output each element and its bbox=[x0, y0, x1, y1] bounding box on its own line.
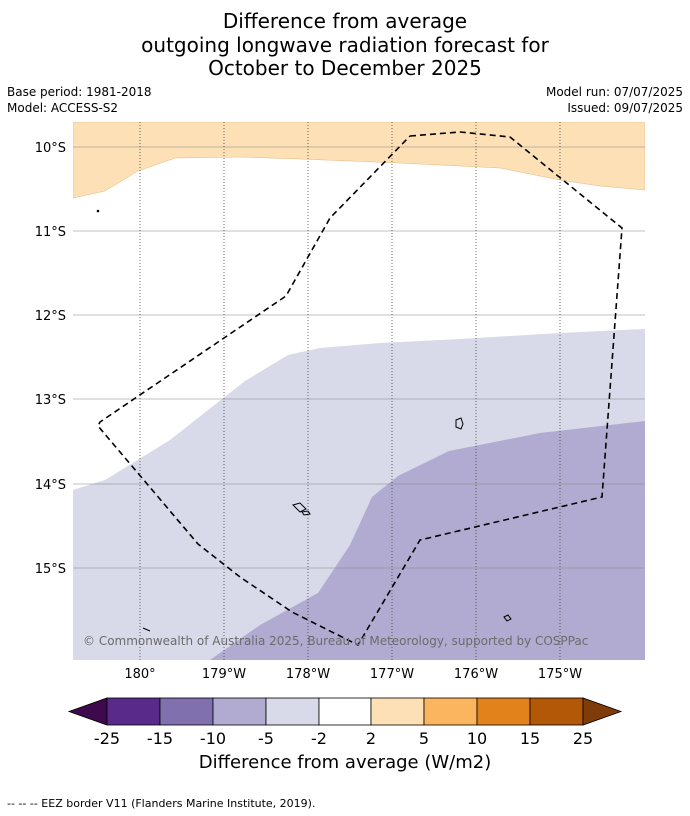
model-name: Model: ACCESS-S2 bbox=[7, 101, 119, 115]
island-futuna bbox=[292, 502, 307, 513]
eez-border bbox=[97, 131, 623, 647]
base-period: Base period: 1981-2018 bbox=[7, 85, 152, 99]
colorbar-tick-label: -25 bbox=[93, 729, 121, 748]
eez-footnote: -- -- -- EEZ border V11 (Flanders Marine… bbox=[7, 797, 316, 810]
island-small-east bbox=[503, 614, 512, 622]
lat-label: 13°S bbox=[35, 393, 66, 408]
colorbar-bin bbox=[370, 697, 425, 726]
colorbar bbox=[67, 697, 623, 726]
lat-label: 14°S bbox=[35, 478, 66, 493]
lat-label: 15°S bbox=[35, 562, 66, 577]
colorbar-tick-label: 25 bbox=[572, 729, 594, 748]
model-run: Model run: 07/07/2025 bbox=[545, 85, 683, 99]
colorbar-tick-label: 5 bbox=[418, 729, 430, 748]
colorbar-tick-label: 10 bbox=[466, 729, 488, 748]
lon-label: 179°W bbox=[202, 667, 246, 682]
colorbar-bin bbox=[529, 697, 584, 726]
lat-label: 11°S bbox=[35, 225, 66, 240]
colorbar-bin bbox=[476, 697, 531, 726]
colorbar-tick-label: -15 bbox=[146, 729, 174, 748]
lat-label: 12°S bbox=[35, 309, 66, 324]
title-line-3: October to December 2025 bbox=[208, 56, 482, 80]
colorbar-title: Difference from average (W/m2) bbox=[198, 752, 492, 773]
anomaly-region-neg-5-to-neg-10 bbox=[210, 421, 645, 660]
colorbar-extend-high bbox=[582, 697, 623, 726]
colorbar-tick-label: -5 bbox=[258, 729, 274, 748]
colorbar-tick-label: -10 bbox=[199, 729, 227, 748]
colorbar-tick-label: -2 bbox=[311, 729, 327, 748]
lat-gridlines bbox=[73, 146, 645, 569]
colorbar-bin bbox=[318, 697, 372, 726]
colorbar-bin bbox=[212, 697, 267, 726]
title-line-2: outgoing longwave radiation forecast for bbox=[141, 33, 549, 57]
island-dot bbox=[96, 209, 100, 213]
copyright-notice: © Commonwealth of Australia 2025, Bureau… bbox=[83, 634, 588, 648]
island-small-west bbox=[142, 627, 151, 632]
lat-label: 10°S bbox=[35, 141, 66, 156]
lon-label: 177°W bbox=[370, 667, 414, 682]
colorbar-extend-low bbox=[67, 697, 108, 726]
map-fill-layer: © Commonwealth of Australia 2025, Bureau… bbox=[73, 122, 645, 660]
issued-date: Issued: 09/07/2025 bbox=[567, 101, 683, 115]
lon-label: 180° bbox=[124, 667, 155, 682]
colorbar-bin bbox=[423, 697, 478, 726]
title-line-1: Difference from average bbox=[222, 9, 468, 33]
lon-axis-labels: 180° 179°W 178°W 177°W 176°W 175°W bbox=[124, 667, 582, 682]
lon-label: 178°W bbox=[286, 667, 330, 682]
colorbar-bin bbox=[265, 697, 320, 726]
anomaly-region-2-to-5 bbox=[73, 122, 645, 199]
island-wallis bbox=[455, 417, 464, 430]
lat-axis-labels: 10°S 11°S 12°S 13°S 14°S 15°S bbox=[35, 141, 66, 577]
colorbar-bin bbox=[106, 697, 161, 726]
islands bbox=[96, 209, 512, 632]
lon-label: 175°W bbox=[538, 667, 582, 682]
lon-label: 176°W bbox=[454, 667, 498, 682]
island-alofi bbox=[301, 510, 311, 516]
colorbar-tick-label: 2 bbox=[365, 729, 377, 748]
colorbar-tick-label: 15 bbox=[519, 729, 541, 748]
colorbar-bin bbox=[159, 697, 214, 726]
